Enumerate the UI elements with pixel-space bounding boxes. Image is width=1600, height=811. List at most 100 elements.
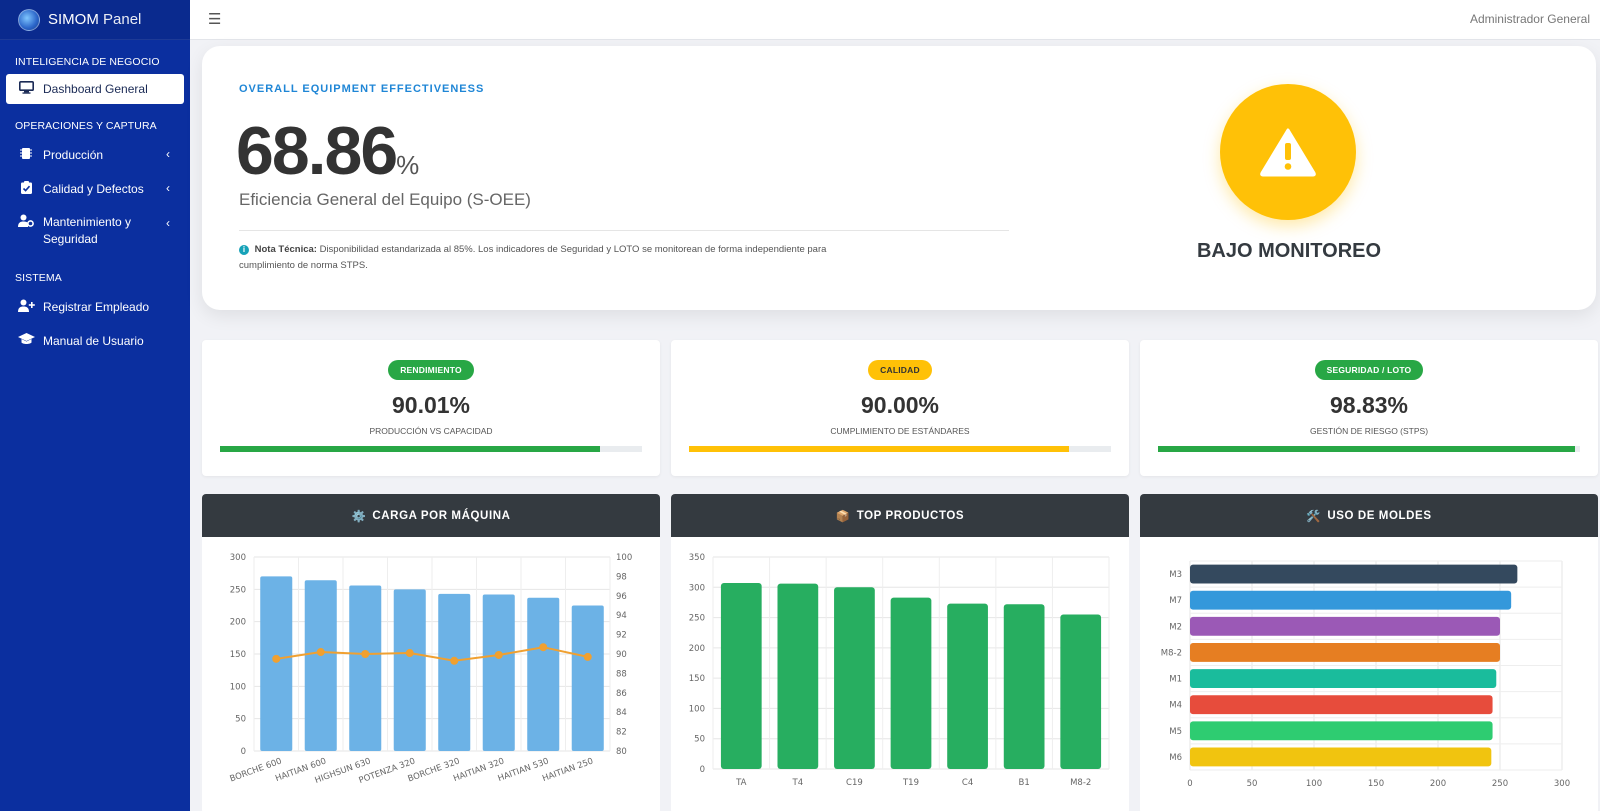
brand-text: SIMOM Panel (48, 11, 141, 28)
hero-eyebrow: OVERALL EQUIPMENT EFFECTIVENESS (239, 83, 485, 95)
x-tick-label: 150 (1368, 779, 1384, 789)
x-tick-label: 50 (1247, 779, 1258, 789)
y-tick-label: 0 (700, 765, 705, 775)
x-tick-label: 250 (1492, 779, 1508, 789)
x-tick-label: 0 (1187, 779, 1192, 789)
sidebar-item-label: Registrar Empleado (43, 300, 150, 314)
hamburger-menu-icon[interactable]: ☰ (208, 11, 222, 28)
bar (777, 583, 819, 769)
sidebar-item-calidad[interactable]: Calidad y Defectos ‹ (0, 172, 190, 206)
machine-load-chart: 0 50 100 150 200 250 300 80 82 84 86 88 90 92 94 96 98 10… (229, 553, 633, 786)
sidebar-item-dashboard[interactable]: Dashboard General (6, 74, 184, 104)
bar (438, 593, 471, 751)
y-tick-label: M1 (1169, 675, 1182, 685)
brand[interactable]: SIMOM Panel (0, 0, 190, 40)
sidebar-item-manual[interactable]: Manual de Usuario (0, 324, 190, 357)
chip-icon (18, 147, 34, 163)
bar (304, 580, 337, 751)
bar (720, 583, 762, 769)
nav-header-ops: OPERACIONES Y CAPTURA (15, 120, 157, 132)
y2-tick-label: 96 (616, 592, 627, 602)
oee-hero-card: OVERALL EQUIPMENT EFFECTIVENESS 68.86% E… (202, 46, 1596, 310)
x-tick-label: 200 (1430, 779, 1446, 789)
x-tick-label: T19 (902, 778, 919, 788)
sidebar-item-label: Dashboard General (43, 82, 148, 96)
user-plus-icon (18, 299, 35, 315)
kpi-label: PRODUCCIÓN VS CAPACIDAD (369, 426, 493, 436)
warning-triangle-icon (1260, 128, 1316, 177)
bar (1003, 604, 1045, 769)
kpi-badge: SEGURIDAD / LOTO (1314, 360, 1424, 380)
brand-logo-icon (18, 8, 40, 31)
divider (239, 230, 1009, 231)
nav-header-sistema: SISTEMA (15, 272, 62, 284)
y-tick-label: 250 (689, 614, 705, 624)
chart-card-uso-moldes: 🛠️ USO DE MOLDES 0 50 100 150 200 250 300 M3 M7 M2… (1140, 494, 1598, 811)
kpi-badge: CALIDAD (868, 360, 932, 380)
bar (482, 594, 515, 751)
chart-card-carga-maquina: ⚙️ CARGA POR MÁQUINA 0 50 100 150 200 250 300 80… (202, 494, 660, 811)
oee-subtitle: Eficiencia General del Equipo (S-OEE) (239, 190, 531, 209)
sidebar-item-label: Manual de Usuario (43, 333, 144, 348)
x-tick-label: C4 (962, 778, 973, 788)
note-text: Disponibilidad estandarizada al 85%. Los… (239, 244, 827, 271)
y-tick-label: 150 (689, 674, 705, 684)
bar (1190, 616, 1500, 636)
line-point (361, 650, 370, 658)
y-tick-label: M3 (1169, 570, 1182, 580)
y2-tick-label: 80 (616, 747, 627, 757)
sidebar-item-produccion[interactable]: Producción ‹ (0, 138, 190, 172)
chart-header: ⚙️ CARGA POR MÁQUINA (202, 494, 660, 537)
y-tick-label: 300 (230, 553, 246, 563)
info-icon: i (239, 245, 249, 255)
user-menu[interactable]: Administrador General (1469, 12, 1590, 26)
progress-fill (1158, 446, 1576, 452)
y-tick-label: 350 (689, 553, 705, 563)
y2-tick-label: 88 (616, 669, 627, 679)
y-tick-label: M2 (1169, 622, 1182, 632)
topbar: ☰ Administrador General (190, 0, 1600, 40)
clipboard-check-icon (18, 181, 34, 197)
y-tick-label: 200 (230, 618, 246, 628)
brand-suffix: Panel (103, 11, 142, 28)
progress-bar (689, 446, 1111, 452)
kpi-badge: RENDIMIENTO (388, 360, 474, 380)
technical-note: i Nota Técnica: Disponibilidad estandari… (239, 242, 859, 274)
package-icon: 📦 (835, 510, 851, 523)
y-tick-label: 300 (689, 583, 705, 593)
sidebar-item-mantenimiento[interactable]: Mantenimiento y Seguridad ‹ (0, 206, 190, 256)
series-line (276, 646, 588, 662)
line-point (405, 649, 414, 658)
bar (1060, 614, 1102, 769)
kpi-value: 98.83% (1329, 392, 1408, 418)
gear-icon: ⚙️ (351, 510, 367, 523)
line-point (316, 648, 325, 657)
y2-tick-label: 90 (616, 650, 627, 660)
x-tick-label: HAITIAN 250 (541, 756, 595, 784)
oee-number: 68.86 (236, 113, 398, 189)
y2-tick-label: 86 (616, 689, 627, 699)
y-tick-label: 100 (689, 704, 705, 714)
x-tick-label: 300 (1554, 779, 1570, 789)
sidebar-item-registrar-empleado[interactable]: Registrar Empleado (0, 290, 190, 324)
y2-tick-label: 84 (616, 708, 627, 718)
y2-tick-label: 82 (616, 728, 627, 738)
bar (349, 585, 382, 751)
status-indicator (1220, 84, 1356, 220)
y-tick-label: 50 (694, 735, 705, 745)
chart-title: USO DE MOLDES (1327, 509, 1432, 522)
x-tick-label: C19 (846, 778, 863, 788)
sidebar-item-label: Calidad y Defectos (43, 182, 144, 196)
chart-card-top-productos: 📦 TOP PRODUCTOS 0 50 100 150 200 250 300 350 TA T4… (671, 494, 1129, 811)
y2-tick-label: 98 (616, 572, 627, 582)
chevron-left-icon: ‹ (166, 181, 170, 195)
progress-fill (220, 446, 600, 452)
line-point (539, 643, 548, 652)
note-label: Nota Técnica: (254, 244, 317, 255)
bar (1190, 669, 1497, 688)
bar (890, 597, 932, 769)
bar (947, 603, 988, 769)
bar (1190, 590, 1512, 610)
progress-bar (220, 446, 642, 452)
kpi-value: 90.00% (860, 392, 939, 418)
